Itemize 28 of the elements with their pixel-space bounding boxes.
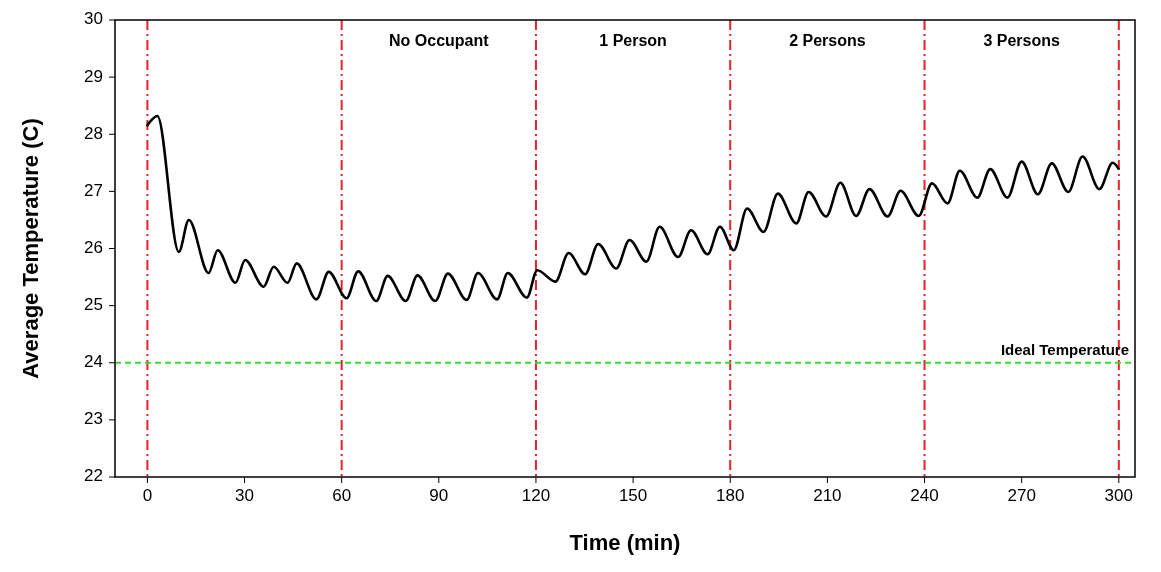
- y-axis-title: Average Temperature (C): [18, 118, 43, 379]
- ref-line-label: Ideal Temperature: [1000, 340, 1129, 358]
- x-tick-label: 180: [716, 486, 745, 505]
- x-axis-title: Time (min): [569, 530, 681, 555]
- y-tick-label: 30: [84, 9, 103, 29]
- x-tick-label: 150: [618, 486, 648, 505]
- line-series: [146, 114, 1120, 303]
- x-tick-label: 30: [235, 486, 254, 505]
- annotation: 3 Persons: [983, 32, 1061, 50]
- y-tick-label: 26: [84, 237, 103, 257]
- annotation: 1 Person: [599, 32, 667, 50]
- y-tick-label: 27: [84, 180, 103, 200]
- y-tick-label: 23: [84, 409, 103, 429]
- annotation: No Occupant: [389, 32, 490, 50]
- annotation: 2 Persons: [789, 32, 866, 50]
- x-tick-label: 300: [1104, 486, 1133, 505]
- x-tick-label: 0: [142, 486, 153, 505]
- y-tick-label: 24: [84, 352, 103, 372]
- x-tick-label: 60: [332, 486, 352, 505]
- y-tick-label: 22: [84, 466, 103, 486]
- x-tick-label: 240: [910, 486, 939, 505]
- y-tick-label: 28: [84, 123, 103, 143]
- x-tick-label: 90: [429, 486, 449, 505]
- x-tick-label: 270: [1007, 486, 1036, 505]
- y-tick-label: 25: [84, 295, 103, 315]
- x-tick-label: 210: [813, 486, 842, 505]
- x-tick-label: 120: [521, 486, 551, 505]
- y-tick-label: 29: [84, 66, 103, 86]
